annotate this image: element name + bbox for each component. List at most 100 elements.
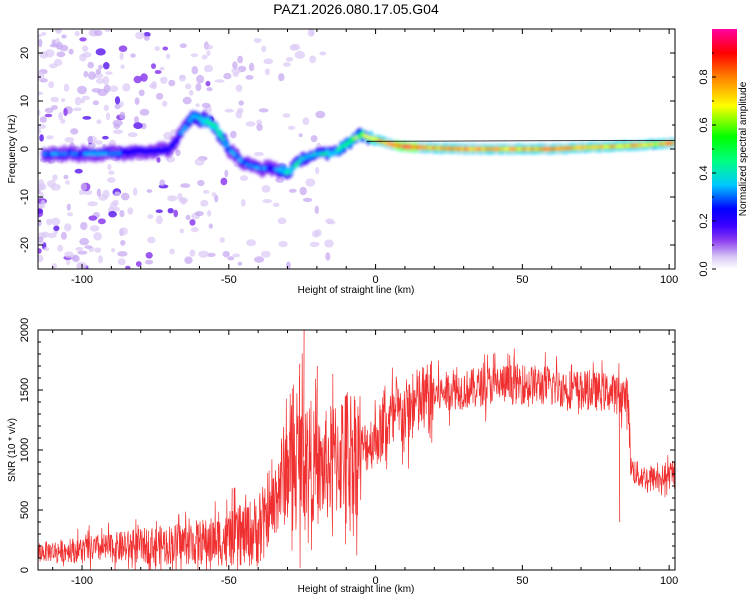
spectrogram-noise-blob [103, 104, 110, 112]
spectrogram-ridge-core [216, 130, 221, 134]
spectrogram-noise-blob [173, 209, 178, 218]
spectrogram-noise-blob [275, 177, 285, 183]
x-tick-label: 100 [660, 274, 678, 286]
y-tick-label: 2000 [19, 318, 31, 342]
spectrogram-ridge-core [175, 137, 180, 140]
spectrogram-noise-blob [105, 71, 113, 75]
x-tick-label: 50 [516, 274, 528, 286]
snr-y-label: SNR (10 * v/v) [7, 418, 18, 482]
spectrogram-noise-blob [155, 209, 163, 213]
spectrogram-noise-blob [122, 83, 131, 92]
spectrogram-noise-blob [155, 92, 164, 100]
spectrogram-noise-blob [64, 251, 74, 259]
spectrogram-noise-blob [154, 70, 162, 74]
y-tick-label: 20 [19, 47, 31, 59]
spectrogram-noise-blob [92, 100, 99, 106]
spectrogram-noise-blob [43, 246, 50, 251]
spectrogram-model-line [366, 139, 676, 142]
spectrogram-noise-blob [133, 75, 142, 84]
spectrogram-noise-blob [38, 254, 44, 263]
spectrogram-noise-blob [52, 174, 58, 181]
spectrogram-noise-blob [286, 261, 291, 269]
spectrogram-noise-blob [206, 87, 213, 92]
spectrogram-ridge-core [224, 144, 229, 148]
spectrogram-noise-blob [50, 96, 59, 103]
spectrogram-noise-blob [147, 214, 154, 219]
spectrogram-noise-blob [96, 188, 102, 197]
spectrogram-noise-blob [162, 46, 169, 51]
spectrogram-noise-blob [264, 68, 270, 76]
spectrogram-noise-blob [189, 249, 196, 257]
spectrogram-noise-blob [261, 45, 267, 53]
spectrogram-noise-blob [48, 81, 55, 89]
y-tick-label: 500 [19, 501, 31, 519]
spectrogram-noise-blob [277, 217, 287, 225]
spectrogram-noise-blob [149, 83, 156, 89]
spectrogram-noise-blob [160, 76, 168, 85]
spectrogram-noise-blob [237, 261, 243, 266]
spectrogram-ridge-core [183, 125, 188, 129]
y-tick-label: -20 [19, 237, 31, 253]
spectrogram-noise-blob [144, 35, 150, 41]
spectrogram-noise-blob [191, 66, 199, 75]
spectrogram-noise-blob [201, 102, 211, 109]
spectrogram-noise-blob [53, 58, 63, 67]
spectrogram-noise-blob [309, 29, 315, 37]
y-tick-label: 10 [19, 95, 31, 107]
spectrogram-noise-blob [112, 129, 124, 135]
spectrogram-noise-blob [180, 183, 191, 188]
spectrogram-noise-blob [154, 46, 160, 51]
spectrogram-noise-blob [287, 125, 296, 130]
spectrogram-noise-blob [310, 135, 318, 143]
spectrogram-noise-blob [79, 237, 90, 246]
spectrogram-noise-blob [79, 37, 87, 42]
spectrogram-noise-blob [64, 137, 75, 143]
y-tick-label: 0 [19, 567, 31, 573]
spectrogram-noise-blob [89, 225, 100, 232]
spectrogram-noise-blob [175, 149, 181, 157]
spectrogram-noise-blob [104, 29, 111, 33]
spectrogram-noise-blob [185, 214, 191, 221]
y-tick-label: 0 [19, 146, 31, 152]
spectrogram-noise-blob [145, 252, 153, 259]
spectrogram-ridge-core [169, 145, 174, 149]
spectrogram-noise-blob [74, 30, 80, 37]
spectrogram-noise-blob [114, 103, 121, 110]
spectrogram-noise-blob [63, 108, 68, 116]
spectrogram-noise-blob [206, 50, 211, 56]
spectrogram-noise-blob [253, 151, 264, 157]
spectrogram-noise-blob [102, 76, 109, 85]
spectrogram-x-ticks: -100 -50 0 50 100 [52, 29, 678, 286]
spectrogram-noise-blob [278, 73, 285, 82]
spectrogram-noise-blob [223, 72, 232, 80]
spectrogram-noise-blob [107, 177, 116, 183]
spectrogram-noise-blob [74, 168, 83, 174]
spectrogram-noise-blob [60, 231, 67, 240]
spectrogram-noise-blob [130, 53, 136, 58]
spectrogram-noise-blob [102, 135, 109, 140]
spectrogram-noise-blob [95, 68, 102, 75]
spectrogram-noise-blob [143, 32, 151, 37]
spectrogram-noise-blob [147, 236, 156, 244]
spectrogram-noise-blob [87, 201, 98, 207]
spectrogram-noise-blob [235, 84, 243, 92]
spectrogram-noise-blob [145, 259, 154, 265]
spectrogram-noise-blob [179, 43, 187, 48]
spectrogram-noise-blob [261, 250, 271, 258]
spectrogram-noise-blob [263, 58, 274, 65]
spectrogram-noise-blob [203, 64, 214, 73]
x-tick-label: 50 [516, 575, 528, 587]
spectrogram-noise-blob [73, 107, 82, 112]
spectrogram-noise-blob [294, 50, 305, 60]
spectrogram-noise-blob [227, 256, 235, 261]
spectrogram-noise-blob [79, 189, 84, 196]
spectrogram-ridge [41, 110, 675, 180]
spectrogram-noise-blob [167, 195, 178, 202]
spectrogram-noise-blob [95, 48, 106, 56]
spectrogram-noise-blob [97, 88, 108, 97]
spectrogram-noise-blob [298, 133, 303, 138]
spectrogram-noise-blob [39, 134, 44, 142]
colorbar-tick-label: 0.6 [698, 117, 710, 132]
spectrogram-noise-blob [133, 122, 143, 129]
